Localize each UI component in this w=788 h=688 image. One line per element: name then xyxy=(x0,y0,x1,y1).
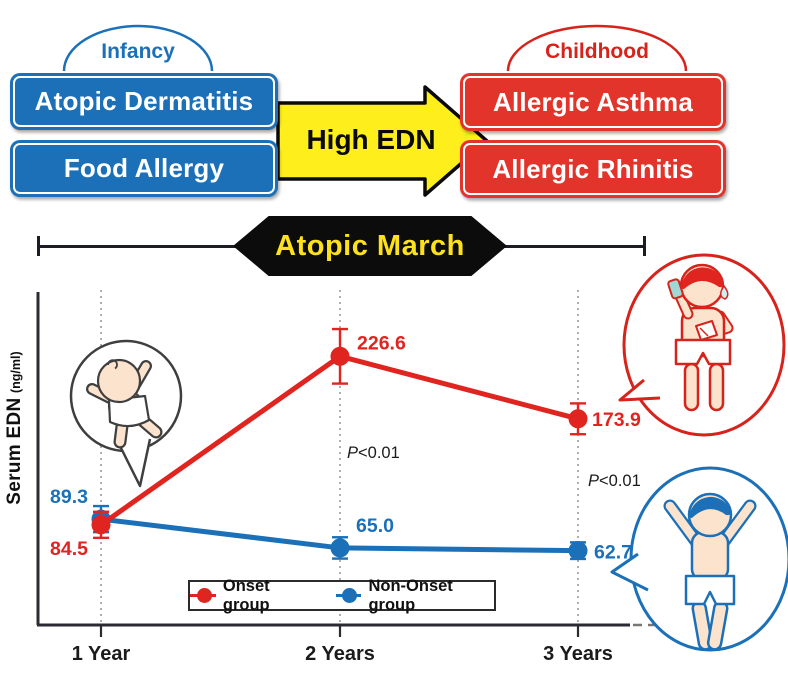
p-value-annotation: P<0.01 xyxy=(588,472,641,490)
healthy-boy-figure xyxy=(663,492,757,651)
timeline-left-tick xyxy=(37,236,40,256)
data-point-onset-group xyxy=(91,515,111,535)
y-axis-title: Serum EDN xyxy=(4,397,25,505)
baby-illustration xyxy=(69,339,183,488)
timeline-right-tick xyxy=(643,236,646,256)
value-label-non-onset-group: 62.7 xyxy=(594,542,632,564)
childhood-arc xyxy=(506,24,688,72)
box-allergic-asthma: Allergic Asthma xyxy=(460,73,726,131)
atopic-march-label: Atopic March xyxy=(275,229,465,262)
box-food-allergy: Food Allergy xyxy=(10,140,278,197)
non-onset-marker-icon xyxy=(335,588,362,604)
data-point-onset-group xyxy=(568,409,588,429)
infancy-arc xyxy=(62,24,214,72)
asthma-boy-illustration xyxy=(618,253,786,437)
legend-label-non-onset: Non-Onset group xyxy=(368,576,453,614)
healthy-boy-illustration xyxy=(610,466,788,652)
value-label-non-onset-group: 65.0 xyxy=(356,515,394,537)
data-point-onset-group xyxy=(330,346,350,366)
x-category-label: 1 Year xyxy=(72,643,131,665)
x-category-label: 2 Years xyxy=(305,643,375,665)
childhood-bracket xyxy=(506,24,688,72)
y-axis-label: Serum EDN (ng/ml) xyxy=(4,278,30,578)
healthy-bubble-tail xyxy=(610,552,649,592)
y-axis-unit: (ng/ml) xyxy=(9,351,23,393)
legend-item-onset: Onset group xyxy=(190,577,314,615)
high-edn-label: High EDN xyxy=(306,124,436,155)
x-category-label: 3 Years xyxy=(543,643,613,665)
childhood-label: Childhood xyxy=(545,40,649,63)
asthma-bubble-tail xyxy=(618,378,661,402)
legend-item-non-onset: Non-Onset group xyxy=(335,576,494,615)
atopic-march-banner: Atopic March xyxy=(233,216,507,276)
value-label-non-onset-group: 89.3 xyxy=(50,486,88,508)
data-point-non-onset-group xyxy=(330,538,350,558)
arrow-shape xyxy=(276,85,489,197)
box-allergic-asthma-label: Allergic Asthma xyxy=(493,86,693,117)
infancy-label: Infancy xyxy=(101,40,175,63)
asthma-boy-figure xyxy=(667,263,734,412)
legend-label-onset: Onset group xyxy=(222,576,270,614)
baby-figure xyxy=(86,358,163,449)
high-edn-arrow-icon xyxy=(276,85,489,197)
data-point-non-onset-group xyxy=(568,541,588,561)
box-allergic-rhinitis-label: Allergic Rhinitis xyxy=(492,153,694,184)
box-atopic-dermatitis: Atopic Dermatitis xyxy=(10,73,278,130)
value-label-onset-group: 226.6 xyxy=(357,332,406,354)
p-value-annotation: P<0.01 xyxy=(347,444,400,462)
value-label-onset-group: 173.9 xyxy=(592,409,641,431)
box-allergic-rhinitis: Allergic Rhinitis xyxy=(460,140,726,198)
value-label-onset-group: 84.5 xyxy=(50,538,88,560)
box-food-allergy-label: Food Allergy xyxy=(63,153,225,183)
chart-legend: Onset group Non-Onset group xyxy=(188,577,496,614)
infancy-bracket xyxy=(62,24,214,72)
baby-bubble-tail xyxy=(118,438,152,488)
box-atopic-dermatitis-label: Atopic Dermatitis xyxy=(34,86,254,116)
onset-marker-icon xyxy=(190,588,216,604)
